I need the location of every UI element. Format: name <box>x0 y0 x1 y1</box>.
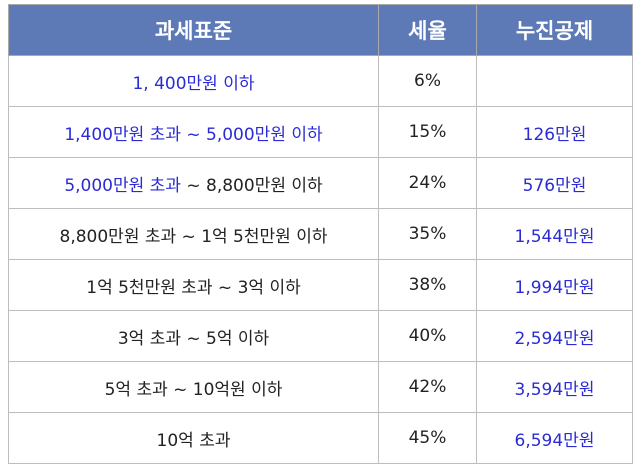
tax-bracket-text: 5,000만원 초과 <box>64 175 181 196</box>
tax-rate-cell: 6% <box>378 55 477 107</box>
tax-bracket-text: 3억 초과 ~ 5억 이하 <box>117 328 270 349</box>
tax-bracket-text: 8,800만원 초과 ~ 1억 5천만원 이하 <box>59 226 328 247</box>
table-row: 1, 400만원 이하 6% <box>8 55 633 107</box>
progressive-deduction-cell: 6,594만원 <box>476 412 633 464</box>
table-body: 1, 400만원 이하 6% 1,400만원 초과 ~ 5,000만원 이하 15% 1… <box>8 55 633 464</box>
header-tax-rate: 세율 <box>378 4 477 56</box>
table-row: 10억 초과 45% 6,594만원 <box>8 412 633 464</box>
tax-bracket-text: 1, 400만원 이하 <box>132 73 255 94</box>
tax-bracket-cell: 3억 초과 ~ 5억 이하 <box>8 310 379 362</box>
tax-bracket-cell: 1억 5천만원 초과 ~ 3억 이하 <box>8 259 379 311</box>
tax-rate-cell: 45% <box>378 412 477 464</box>
progressive-deduction-cell: 3,594만원 <box>476 361 633 413</box>
tax-rate-cell: 15% <box>378 106 477 158</box>
progressive-deduction-cell: 576만원 <box>476 157 633 209</box>
progressive-deduction-cell <box>476 55 633 107</box>
tax-bracket-text: 5억 초과 ~ 10억원 이하 <box>104 379 283 400</box>
tax-rate-cell: 38% <box>378 259 477 311</box>
tax-rate-cell: 24% <box>378 157 477 209</box>
tax-bracket-cell: 5억 초과 ~ 10억원 이하 <box>8 361 379 413</box>
table-row: 1,400만원 초과 ~ 5,000만원 이하 15% 126만원 <box>8 106 633 158</box>
tax-bracket-cell: 1,400만원 초과 ~ 5,000만원 이하 <box>8 106 379 158</box>
table-row: 1억 5천만원 초과 ~ 3억 이하 38% 1,994만원 <box>8 259 633 311</box>
tax-bracket-text: 1억 5천만원 초과 ~ 3억 이하 <box>86 277 301 298</box>
tax-rate-table: 과세표준 세율 누진공제 1, 400만원 이하 6% 1,400만원 초과 ~ 5… <box>8 4 633 464</box>
tax-bracket-cell: 8,800만원 초과 ~ 1억 5천만원 이하 <box>8 208 379 260</box>
progressive-deduction-cell: 1,994만원 <box>476 259 633 311</box>
tax-rate-table-container: 과세표준 세율 누진공제 1, 400만원 이하 6% 1,400만원 초과 ~ 5… <box>8 4 633 468</box>
table-row: 3억 초과 ~ 5억 이하 40% 2,594만원 <box>8 310 633 362</box>
table-header-row: 과세표준 세율 누진공제 <box>8 4 633 56</box>
tax-bracket-text: 10억 초과 <box>156 430 231 451</box>
progressive-deduction-cell: 2,594만원 <box>476 310 633 362</box>
progressive-deduction-cell: 1,544만원 <box>476 208 633 260</box>
tax-rate-cell: 40% <box>378 310 477 362</box>
tax-bracket-text: 1,400만원 초과 ~ 5,000만원 이하 <box>64 124 323 145</box>
tax-rate-cell: 35% <box>378 208 477 260</box>
header-tax-base: 과세표준 <box>8 4 379 56</box>
tax-bracket-cell: 1, 400만원 이하 <box>8 55 379 107</box>
tax-bracket-cell: 5,000만원 초과 ~ 8,800만원 이하 <box>8 157 379 209</box>
table-row: 5,000만원 초과 ~ 8,800만원 이하 24% 576만원 <box>8 157 633 209</box>
tax-bracket-cell: 10억 초과 <box>8 412 379 464</box>
table-row: 8,800만원 초과 ~ 1억 5천만원 이하 35% 1,544만원 <box>8 208 633 260</box>
progressive-deduction-cell: 126만원 <box>476 106 633 158</box>
tax-bracket-text: ~ 8,800만원 이하 <box>180 175 323 196</box>
tax-rate-cell: 42% <box>378 361 477 413</box>
table-row: 5억 초과 ~ 10억원 이하 42% 3,594만원 <box>8 361 633 413</box>
header-progressive-deduction: 누진공제 <box>476 4 633 56</box>
